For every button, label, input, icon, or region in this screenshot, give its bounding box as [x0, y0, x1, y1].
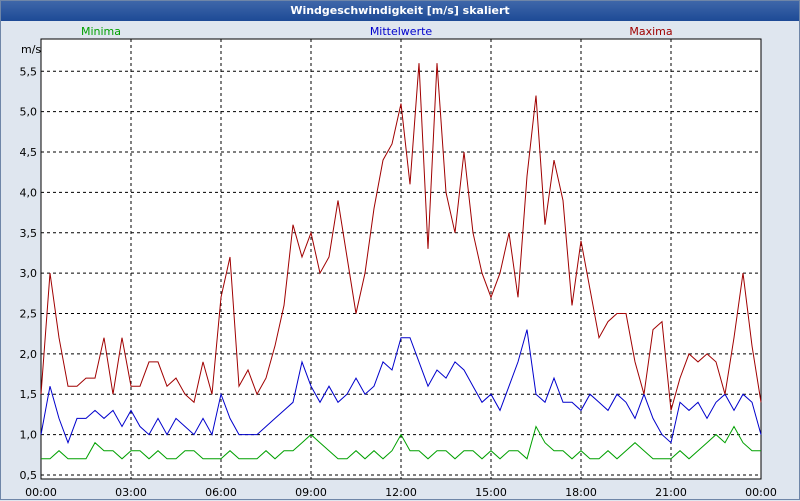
x-tick-time: 21:00 [655, 486, 687, 499]
y-tick-label: 5,5 [20, 65, 38, 78]
y-tick-label: 5,0 [20, 106, 38, 119]
y-tick-label: 4,0 [20, 186, 38, 199]
legend-mittelwerte: Mittelwerte [370, 25, 433, 38]
y-axis: 0,5 1,0 1,5 2,0 2,5 3,0 3,5 4,0 4,5 5,0 5,5 [20, 65, 38, 482]
x-tick-time: 18:00 [565, 486, 597, 499]
y-tick-label: 4,5 [20, 146, 38, 159]
wind-speed-chart: 0,51,01,52,02,53,03,54,04,55,05,5 00:001… [20, 25, 777, 499]
x-tick-time: 00:00 [745, 486, 777, 499]
y-tick-label: 2,0 [20, 348, 38, 361]
x-tick-time: 03:00 [115, 486, 147, 499]
legend: Minima Mittelwerte Maxima [81, 25, 673, 38]
y-tick-label: 2,5 [20, 307, 38, 320]
y-tick-label: 1,5 [20, 388, 38, 401]
x-tick-time: 15:00 [475, 486, 507, 499]
x-axis: 00:0010.06.2203:0010.06.2206:0010.06.220… [25, 486, 777, 499]
series-line-mittelwerte [40, 329, 762, 445]
x-tick-time: 09:00 [295, 486, 327, 499]
x-tick-time: 06:00 [205, 486, 237, 499]
series-line-minima [41, 425, 761, 460]
legend-minima: Minima [81, 25, 121, 38]
legend-maxima: Maxima [629, 25, 672, 38]
y-axis-unit-label: m/s [21, 43, 41, 56]
x-tick-time: 12:00 [385, 486, 417, 499]
series-group [40, 63, 762, 460]
grid [41, 39, 761, 479]
y-tick-label: 1,0 [20, 429, 38, 442]
y-tick-label: 3,5 [20, 227, 38, 240]
y-tick-label: 0,5 [20, 469, 38, 482]
series-line-maxima [40, 63, 762, 411]
x-tick-time: 00:00 [25, 486, 57, 499]
window-title: Windgeschwindigkeit [m/s] skaliert [1, 1, 799, 21]
y-tick-label: 3,0 [20, 267, 38, 280]
